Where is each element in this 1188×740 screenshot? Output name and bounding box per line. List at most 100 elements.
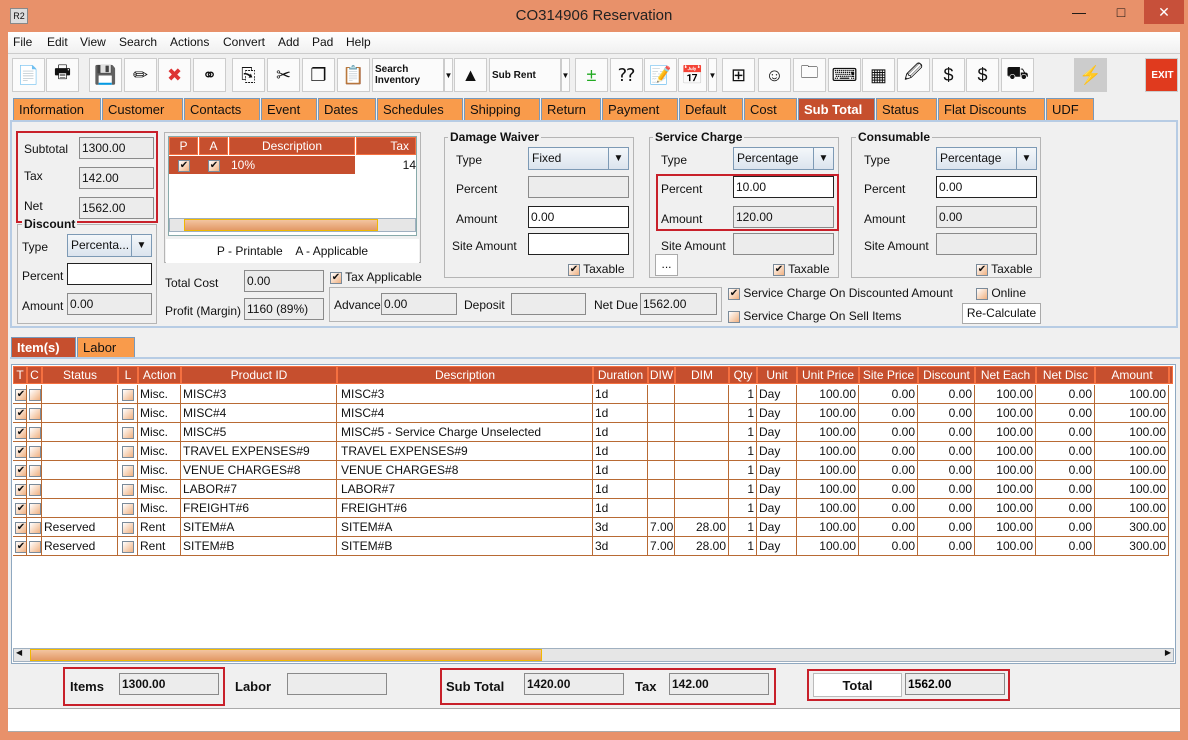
row-t-checkbox[interactable]: ✔ [13,499,27,518]
dw-site-amount-input[interactable] [528,233,629,255]
checkbox[interactable]: ✔ [15,388,26,401]
column-header-t[interactable]: T [13,366,27,384]
stacked-boxes-icon[interactable]: ▦ [862,58,895,92]
dw-type-select[interactable]: Fixed ▼ [528,147,629,170]
menu-pad[interactable]: Pad [312,35,334,49]
tab-default[interactable]: Default [679,98,743,120]
search-inventory-button[interactable]: Search Inventory [372,58,444,92]
sc-percent-input[interactable]: 10.00 [733,176,834,198]
document-edit-icon[interactable]: 🖉 [897,58,930,92]
copy-icon[interactable]: ❐ [302,58,335,92]
add-remove-icon[interactable]: ± [575,58,608,92]
row-t-checkbox[interactable]: ✔ [13,423,27,442]
menu-convert[interactable]: Convert [223,35,266,49]
sc-discounted-checkbox[interactable]: ✔ Service Charge On Discounted Amount [728,286,953,300]
close-button[interactable]: ✕ [1144,0,1184,24]
row-t-checkbox[interactable]: ✔ [13,385,27,404]
tab-schedules[interactable]: Schedules [377,98,463,120]
maximize-button[interactable]: □ [1116,4,1126,20]
delete-icon[interactable]: ✖ [158,58,191,92]
sc-more-button[interactable]: ... [655,254,678,276]
tab-flat-discounts[interactable]: Flat Discounts [938,98,1045,120]
menu-help[interactable]: Help [346,35,371,49]
folder-clock-icon[interactable]: 🗀 [793,58,826,92]
checkbox[interactable] [121,426,134,439]
row-l-checkbox[interactable] [118,385,138,404]
checkbox[interactable] [121,388,134,401]
checkbox[interactable] [29,464,41,477]
checkbox[interactable] [121,540,134,553]
row-l-checkbox[interactable] [118,461,138,480]
online-checkbox[interactable]: Online [976,286,1026,300]
row-c-checkbox[interactable] [27,499,42,518]
cons-percent-input[interactable]: 0.00 [936,176,1037,198]
column-header-net-each[interactable]: Net Each [975,366,1036,384]
cons-type-select[interactable]: Percentage ▼ [936,147,1037,170]
checkbox[interactable] [29,540,41,553]
copy-order-icon[interactable]: ⎘ [232,58,265,92]
find-binoculars-icon[interactable]: ⚭ [193,58,226,92]
discount-type-select[interactable]: Percenta... ▼ [67,234,152,257]
dropdown-arrow-icon[interactable]: ▼ [444,58,453,92]
calendar-icon[interactable]: 📅 [678,58,707,92]
checkbox[interactable] [29,502,41,515]
tax-applicable-checkbox[interactable]: ✔ [208,159,220,172]
menu-search[interactable]: Search [119,35,158,49]
column-header-action[interactable]: Action [138,366,181,384]
checkbox[interactable] [29,521,41,534]
column-header-dim[interactable]: DIM [675,366,729,384]
checkbox[interactable] [121,407,134,420]
checkbox[interactable]: ✔ [15,464,26,477]
row-l-checkbox[interactable] [118,518,138,537]
checkbox[interactable] [29,426,41,439]
tab-sub-total[interactable]: Sub Total [798,98,875,120]
row-c-checkbox[interactable] [27,423,42,442]
discount-percent-input[interactable] [67,263,152,285]
paste-icon[interactable]: 📋 [337,58,370,92]
tab-payment[interactable]: Payment [602,98,678,120]
row-l-checkbox[interactable] [118,423,138,442]
row-c-checkbox[interactable] [27,385,42,404]
column-header-net-disc[interactable]: Net Disc [1036,366,1095,384]
column-header-l[interactable]: L [118,366,138,384]
tab-labor[interactable]: Labor [77,337,135,357]
lightning-icon[interactable]: ⚡ [1074,58,1107,92]
dropdown-arrow-icon[interactable]: ▼ [561,58,570,92]
checkbox[interactable] [121,464,134,477]
recalculate-button[interactable]: Re-Calculate [962,303,1041,324]
row-l-checkbox[interactable] [118,499,138,518]
hierarchy-icon[interactable]: ⊞ [722,58,755,92]
checkbox[interactable] [121,521,134,534]
tax-row[interactable] [169,156,355,174]
tab-dates[interactable]: Dates [318,98,376,120]
row-t-checkbox[interactable]: ✔ [13,480,27,499]
tab-contacts[interactable]: Contacts [184,98,260,120]
row-t-checkbox[interactable]: ✔ [13,537,27,556]
tab-cost[interactable]: Cost [744,98,797,120]
save-icon[interactable]: 💾 [89,58,122,92]
menu-actions[interactable]: Actions [170,35,210,49]
row-l-checkbox[interactable] [118,537,138,556]
column-header-unit-price[interactable]: Unit Price [797,366,859,384]
menu-view[interactable]: View [80,35,106,49]
tab-information[interactable]: Information [13,98,101,120]
column-header-site-price[interactable]: Site Price [859,366,918,384]
tax-col-p[interactable]: P [169,137,198,155]
column-header-amount[interactable]: Amount [1095,366,1169,384]
row-c-checkbox[interactable] [27,404,42,423]
row-t-checkbox[interactable]: ✔ [13,518,27,537]
tab-udf[interactable]: UDF [1046,98,1094,120]
payment-note-icon[interactable]: $ [966,58,999,92]
checkbox[interactable] [29,445,41,458]
column-header-qty[interactable]: Qty [729,366,757,384]
tab-status[interactable]: Status [876,98,937,120]
tax-col-description[interactable]: Description [229,137,355,155]
checkbox[interactable] [121,483,134,496]
checkbox[interactable]: ✔ [15,407,26,420]
column-header-status[interactable]: Status [42,366,118,384]
tab-event[interactable]: Event [261,98,317,120]
checkbox[interactable]: ✔ [15,521,26,534]
tax-applicable-checkbox[interactable]: ✔ Tax Applicable [330,270,422,284]
row-t-checkbox[interactable]: ✔ [13,461,27,480]
keyboard-key-icon[interactable]: ⌨ [828,58,861,92]
